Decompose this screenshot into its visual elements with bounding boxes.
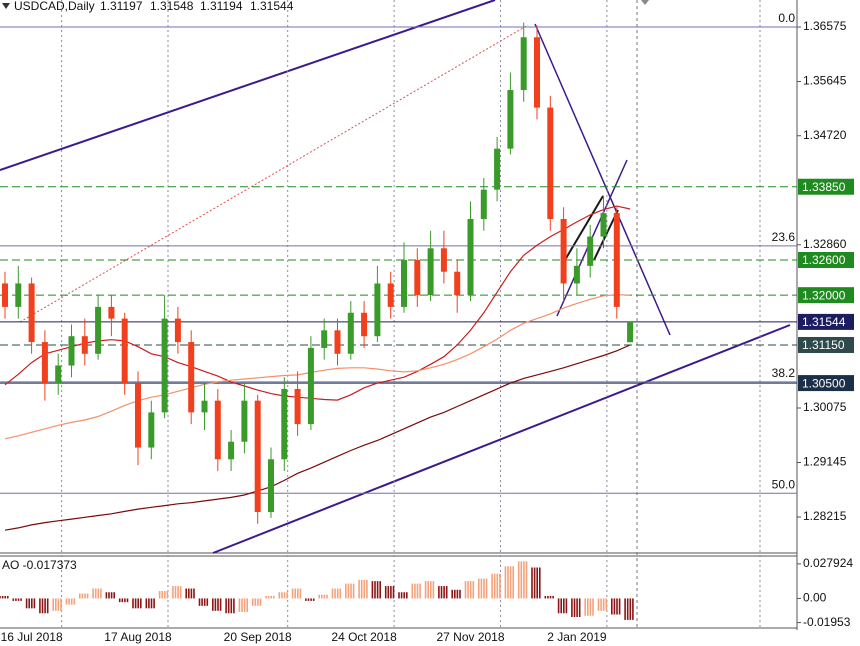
indicator-title: AO -0.017373 bbox=[2, 558, 77, 572]
x-tick-label: 27 Nov 2018 bbox=[436, 630, 504, 644]
candle-body bbox=[347, 312, 354, 354]
candle-body bbox=[627, 321, 634, 343]
candle-body bbox=[307, 347, 314, 425]
y-tick-label: -0.01953 bbox=[803, 615, 851, 629]
candle-body bbox=[387, 283, 394, 307]
candle-body bbox=[254, 400, 261, 513]
candle-body bbox=[427, 248, 434, 296]
candle-body bbox=[28, 283, 35, 343]
moving-average bbox=[4, 293, 631, 440]
channel-line bbox=[0, 0, 496, 171]
fib-label: 0.0 bbox=[778, 11, 795, 25]
candle-body bbox=[68, 336, 75, 366]
candle-body bbox=[401, 260, 407, 307]
y-tick-label: 1.36575 bbox=[803, 19, 847, 33]
moving-average bbox=[4, 205, 631, 401]
candle-body bbox=[560, 218, 567, 284]
candle-body bbox=[121, 318, 128, 384]
fib-label: 23.6 bbox=[772, 230, 796, 244]
fib-label: 50.0 bbox=[772, 477, 796, 491]
candle-body bbox=[547, 107, 554, 219]
x-tick-label: 17 Aug 2018 bbox=[104, 630, 172, 644]
price-tag bbox=[798, 252, 854, 269]
channel-line bbox=[212, 324, 791, 554]
candle-body bbox=[15, 283, 22, 307]
candle-body bbox=[95, 306, 102, 354]
y-tick-label: 1.35645 bbox=[803, 74, 847, 88]
trend-line bbox=[534, 23, 671, 336]
price-tag-label: 1.33850 bbox=[802, 180, 846, 194]
candle-body bbox=[507, 90, 514, 149]
y-tick-label: 1.29145 bbox=[803, 455, 847, 469]
x-tick-label: 24 Oct 2018 bbox=[331, 630, 397, 644]
candle-body bbox=[613, 213, 620, 307]
candle-body bbox=[135, 383, 141, 448]
candle-body bbox=[440, 248, 447, 272]
candle-body bbox=[334, 330, 341, 354]
header-value: 1.31548 bbox=[150, 0, 194, 13]
candle-body bbox=[454, 271, 461, 296]
moving-average bbox=[4, 344, 631, 531]
candle-body bbox=[361, 312, 368, 337]
candle-body bbox=[374, 283, 381, 337]
candle-body bbox=[161, 318, 168, 413]
candle-body bbox=[81, 336, 88, 354]
flag-line bbox=[561, 195, 604, 266]
price-tag bbox=[798, 375, 854, 392]
fib-label: 38.2 bbox=[772, 366, 796, 380]
price-tag bbox=[798, 313, 854, 330]
drawings bbox=[0, 0, 791, 628]
price-tag-label: 1.32000 bbox=[802, 288, 846, 302]
candle-body bbox=[2, 283, 8, 307]
price-tag bbox=[798, 336, 854, 353]
y-tick-label: 1.28215 bbox=[803, 509, 847, 523]
x-tick-label: 16 Jul 2018 bbox=[1, 630, 63, 644]
candle-body bbox=[494, 148, 501, 190]
candle-body bbox=[201, 400, 208, 413]
candle-body bbox=[573, 265, 580, 284]
symbol-title: USDCAD,Daily bbox=[14, 0, 95, 13]
price-tag bbox=[798, 178, 854, 195]
candle-body bbox=[188, 342, 195, 413]
y-tick-label: 1.32860 bbox=[803, 237, 847, 251]
candle-body bbox=[241, 400, 248, 442]
candle-body bbox=[108, 306, 115, 319]
x-tick-label: 2 Jan 2019 bbox=[547, 630, 607, 644]
candle-body bbox=[600, 213, 607, 237]
one-click-arrow[interactable] bbox=[641, 0, 649, 5]
candle-body bbox=[228, 441, 235, 460]
y-tick-label: 1.34720 bbox=[803, 128, 847, 142]
y-tick-label: 1.30075 bbox=[803, 400, 847, 414]
candle-body bbox=[587, 236, 594, 266]
candle-body bbox=[414, 260, 421, 296]
candle-body bbox=[268, 459, 274, 513]
price-tag bbox=[798, 287, 854, 304]
candle-body bbox=[520, 37, 527, 91]
header-value: 1.31544 bbox=[250, 0, 294, 13]
menu-arrow[interactable] bbox=[2, 3, 10, 9]
y-tick-label: 0.027924 bbox=[803, 556, 853, 570]
candle-body bbox=[294, 388, 301, 425]
candle-body bbox=[467, 218, 474, 296]
candle-body bbox=[41, 342, 48, 384]
price-tag-label: 1.32600 bbox=[802, 253, 846, 267]
candle-body bbox=[55, 365, 62, 384]
candle-body bbox=[174, 318, 181, 343]
header-value: 1.31194 bbox=[200, 0, 243, 13]
price-tag-label: 1.31150 bbox=[802, 338, 845, 352]
x-tick-label: 20 Sep 2018 bbox=[224, 630, 292, 644]
candle-body bbox=[534, 37, 540, 108]
candle-body bbox=[281, 388, 288, 460]
price-tag-label: 1.30500 bbox=[802, 376, 846, 390]
candle-body bbox=[321, 330, 328, 348]
candle-body bbox=[148, 412, 155, 448]
candle-body bbox=[214, 400, 221, 460]
header-value: 1.31197 bbox=[100, 0, 143, 13]
candle-body bbox=[480, 189, 487, 219]
y-tick-label: 0.00 bbox=[803, 591, 827, 605]
price-tag-label: 1.31544 bbox=[802, 315, 846, 329]
